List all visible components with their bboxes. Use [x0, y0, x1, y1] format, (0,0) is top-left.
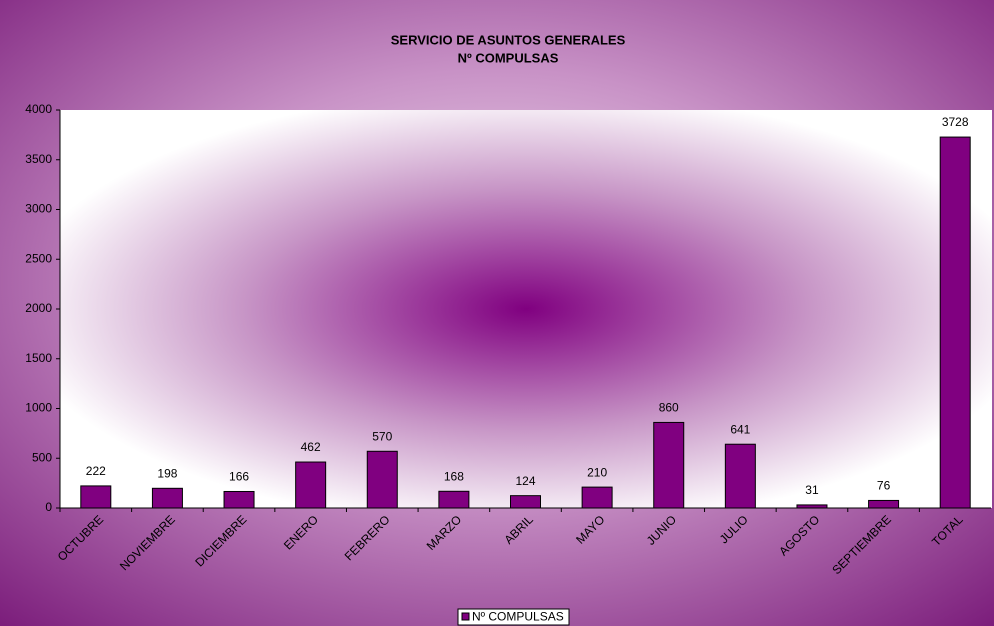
bar	[510, 495, 541, 509]
bar	[223, 490, 255, 509]
bar	[366, 450, 398, 509]
bar	[151, 487, 183, 509]
y-tick-label: 4000	[25, 102, 52, 116]
bar	[581, 486, 613, 509]
y-tick-label: 1500	[25, 351, 52, 365]
y-tick-label: 3500	[25, 152, 52, 166]
y-tick-label: 3000	[25, 202, 52, 216]
data-label: 210	[587, 465, 607, 479]
bar	[438, 490, 470, 509]
data-label: 166	[229, 470, 249, 484]
bar	[80, 485, 112, 509]
y-tick-label: 1000	[25, 401, 52, 415]
data-label: 641	[730, 422, 750, 436]
data-label: 222	[86, 464, 106, 478]
bar	[939, 136, 971, 509]
y-tick-label: 2500	[25, 251, 52, 265]
chart-title: SERVICIO DE ASUNTOS GENERALES	[391, 32, 626, 47]
legend-swatch	[461, 612, 470, 621]
y-tick-label: 500	[32, 450, 52, 464]
y-tick-label: 2000	[25, 301, 52, 315]
data-label: 31	[805, 483, 819, 497]
data-label: 124	[515, 474, 535, 488]
data-label: 462	[301, 440, 321, 454]
data-label: 860	[659, 401, 679, 415]
data-label: 3728	[942, 115, 969, 129]
bar	[653, 421, 685, 509]
data-label: 76	[877, 479, 891, 493]
plot-area	[60, 110, 992, 508]
bar	[796, 504, 828, 509]
legend-box	[457, 608, 570, 626]
data-label: 198	[157, 466, 177, 480]
bar	[724, 443, 756, 509]
bar	[295, 461, 327, 509]
data-label: 168	[444, 469, 464, 483]
legend-label: Nº COMPULSAS	[472, 610, 564, 624]
y-tick-label: 0	[45, 500, 52, 514]
data-label: 570	[372, 429, 392, 443]
chart-title: Nº COMPULSAS	[458, 50, 559, 65]
bar	[868, 499, 900, 509]
